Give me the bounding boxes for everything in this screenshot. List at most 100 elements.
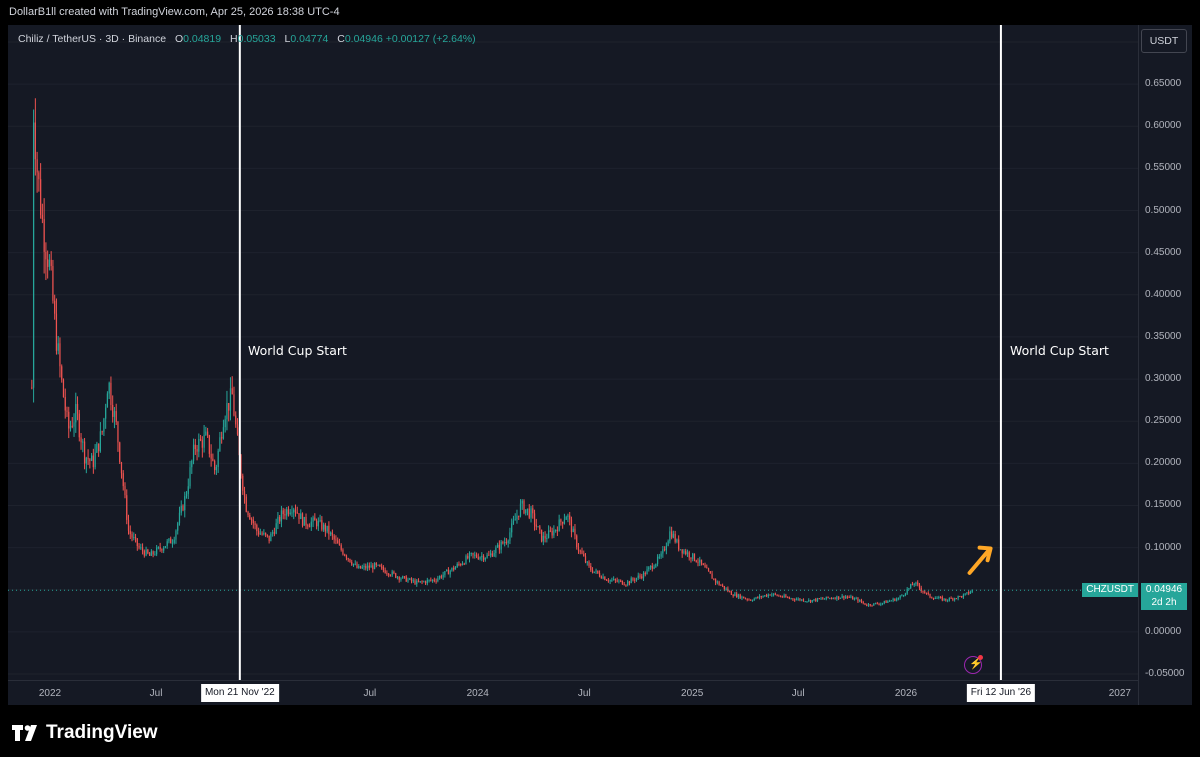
candle-body — [289, 512, 291, 514]
candle-body — [294, 509, 297, 513]
candle-body — [516, 515, 518, 520]
candle-body — [901, 595, 903, 597]
candle-body — [163, 548, 165, 551]
candle-body — [542, 535, 544, 542]
symbol-title[interactable]: Chiliz / TetherUS · 3D · Binance — [18, 33, 167, 45]
candle-body — [727, 588, 729, 592]
candle-body — [846, 596, 849, 598]
candle-body — [815, 599, 817, 601]
candle-body — [331, 532, 334, 536]
candle-body — [665, 545, 667, 551]
plot-area[interactable] — [8, 25, 1138, 680]
open-value: 0.04819 — [183, 33, 222, 45]
candle-body — [479, 557, 481, 559]
price-axis[interactable]: 0.700000.650000.600000.550000.500000.450… — [1138, 25, 1193, 705]
candle-body — [474, 554, 476, 556]
candle-body — [263, 532, 265, 535]
candle-body — [377, 564, 379, 566]
candle-body — [323, 524, 325, 530]
candle-body — [757, 597, 759, 599]
candle-body — [94, 452, 96, 468]
y-tick-label: 0.35000 — [1145, 330, 1182, 342]
candle-body — [632, 578, 634, 580]
candle-body — [108, 382, 110, 394]
brand-name: TradingView — [46, 722, 158, 743]
ohlc-legend: Chiliz / TetherUS · 3D · Binance O0.0481… — [18, 33, 476, 45]
candle-body — [447, 569, 450, 575]
candle-body — [326, 525, 328, 532]
candle-body — [549, 530, 551, 532]
tradingview-logo[interactable]: TradingView — [12, 722, 158, 744]
candle-body — [90, 455, 93, 461]
candle-body — [310, 521, 312, 527]
candle-body — [240, 455, 242, 476]
candle-body — [641, 576, 643, 579]
candle-body — [591, 570, 594, 573]
candle-body — [671, 531, 673, 538]
candle-body — [272, 532, 274, 534]
candle-body — [177, 523, 179, 531]
candle-body — [417, 580, 420, 582]
currency-button[interactable]: USDT — [1141, 29, 1187, 53]
candle-body — [605, 579, 608, 581]
candle-body — [277, 516, 279, 524]
candle-body — [129, 530, 131, 535]
x-tick-label: Jul — [149, 688, 163, 699]
candle-body — [721, 585, 724, 587]
candle-body — [226, 402, 228, 420]
candle-body — [270, 533, 272, 542]
candle-body — [453, 567, 455, 570]
candle-body — [667, 541, 669, 546]
candle-body — [98, 443, 100, 452]
candle-body — [509, 532, 511, 541]
candle-body — [730, 591, 733, 595]
candle-body — [164, 546, 167, 549]
candle-body — [359, 565, 362, 569]
candle-body — [778, 595, 780, 597]
candle-body — [379, 564, 381, 567]
candle-body — [755, 597, 757, 599]
time-axis[interactable]: 2022 Jul Mon 21 Nov '22 Jul 2024 Jul 2025 Jul 20… — [8, 680, 1138, 706]
open-label: O — [174, 33, 184, 45]
lightning-icon[interactable]: ⚡ — [964, 655, 983, 674]
candle-body — [852, 596, 854, 600]
candle-body — [82, 441, 84, 443]
candle-body — [669, 531, 671, 542]
candle-body — [356, 563, 358, 568]
candle-body — [818, 598, 820, 600]
y-tick-label: 0.30000 — [1145, 373, 1182, 385]
x-tick-label: 2027 — [1108, 688, 1131, 699]
y-tick-label: 0.15000 — [1145, 499, 1182, 511]
candle-body — [716, 581, 718, 583]
candle-body — [843, 595, 845, 599]
candle-body — [873, 603, 875, 606]
y-tick-label: 0.65000 — [1145, 78, 1182, 90]
y-tick-label: 0.40000 — [1145, 288, 1182, 300]
candle-body — [560, 519, 562, 522]
candle-body — [261, 533, 263, 535]
up-arrow-icon — [967, 545, 993, 575]
candle-body — [89, 459, 91, 461]
candle-body — [511, 523, 513, 533]
candle-body — [338, 543, 341, 546]
candle-body — [47, 259, 49, 267]
candle-body — [317, 520, 319, 527]
candlestick-chart[interactable] — [8, 25, 1138, 680]
candle-body — [903, 595, 905, 597]
candle-body — [635, 578, 638, 581]
candle-body — [140, 547, 142, 549]
candle-body — [672, 533, 675, 538]
candle-body — [845, 596, 847, 599]
candle-body — [547, 530, 550, 539]
candle-body — [955, 598, 958, 600]
candle-body — [287, 509, 290, 514]
candle-body — [264, 532, 267, 535]
candle-body — [233, 394, 235, 416]
candle-body — [141, 547, 144, 552]
candle-body — [40, 179, 42, 215]
candle-body — [92, 455, 94, 468]
candle-body — [883, 601, 885, 603]
candle-body — [470, 552, 472, 554]
candle-body — [159, 547, 161, 550]
candle-body — [746, 598, 748, 600]
